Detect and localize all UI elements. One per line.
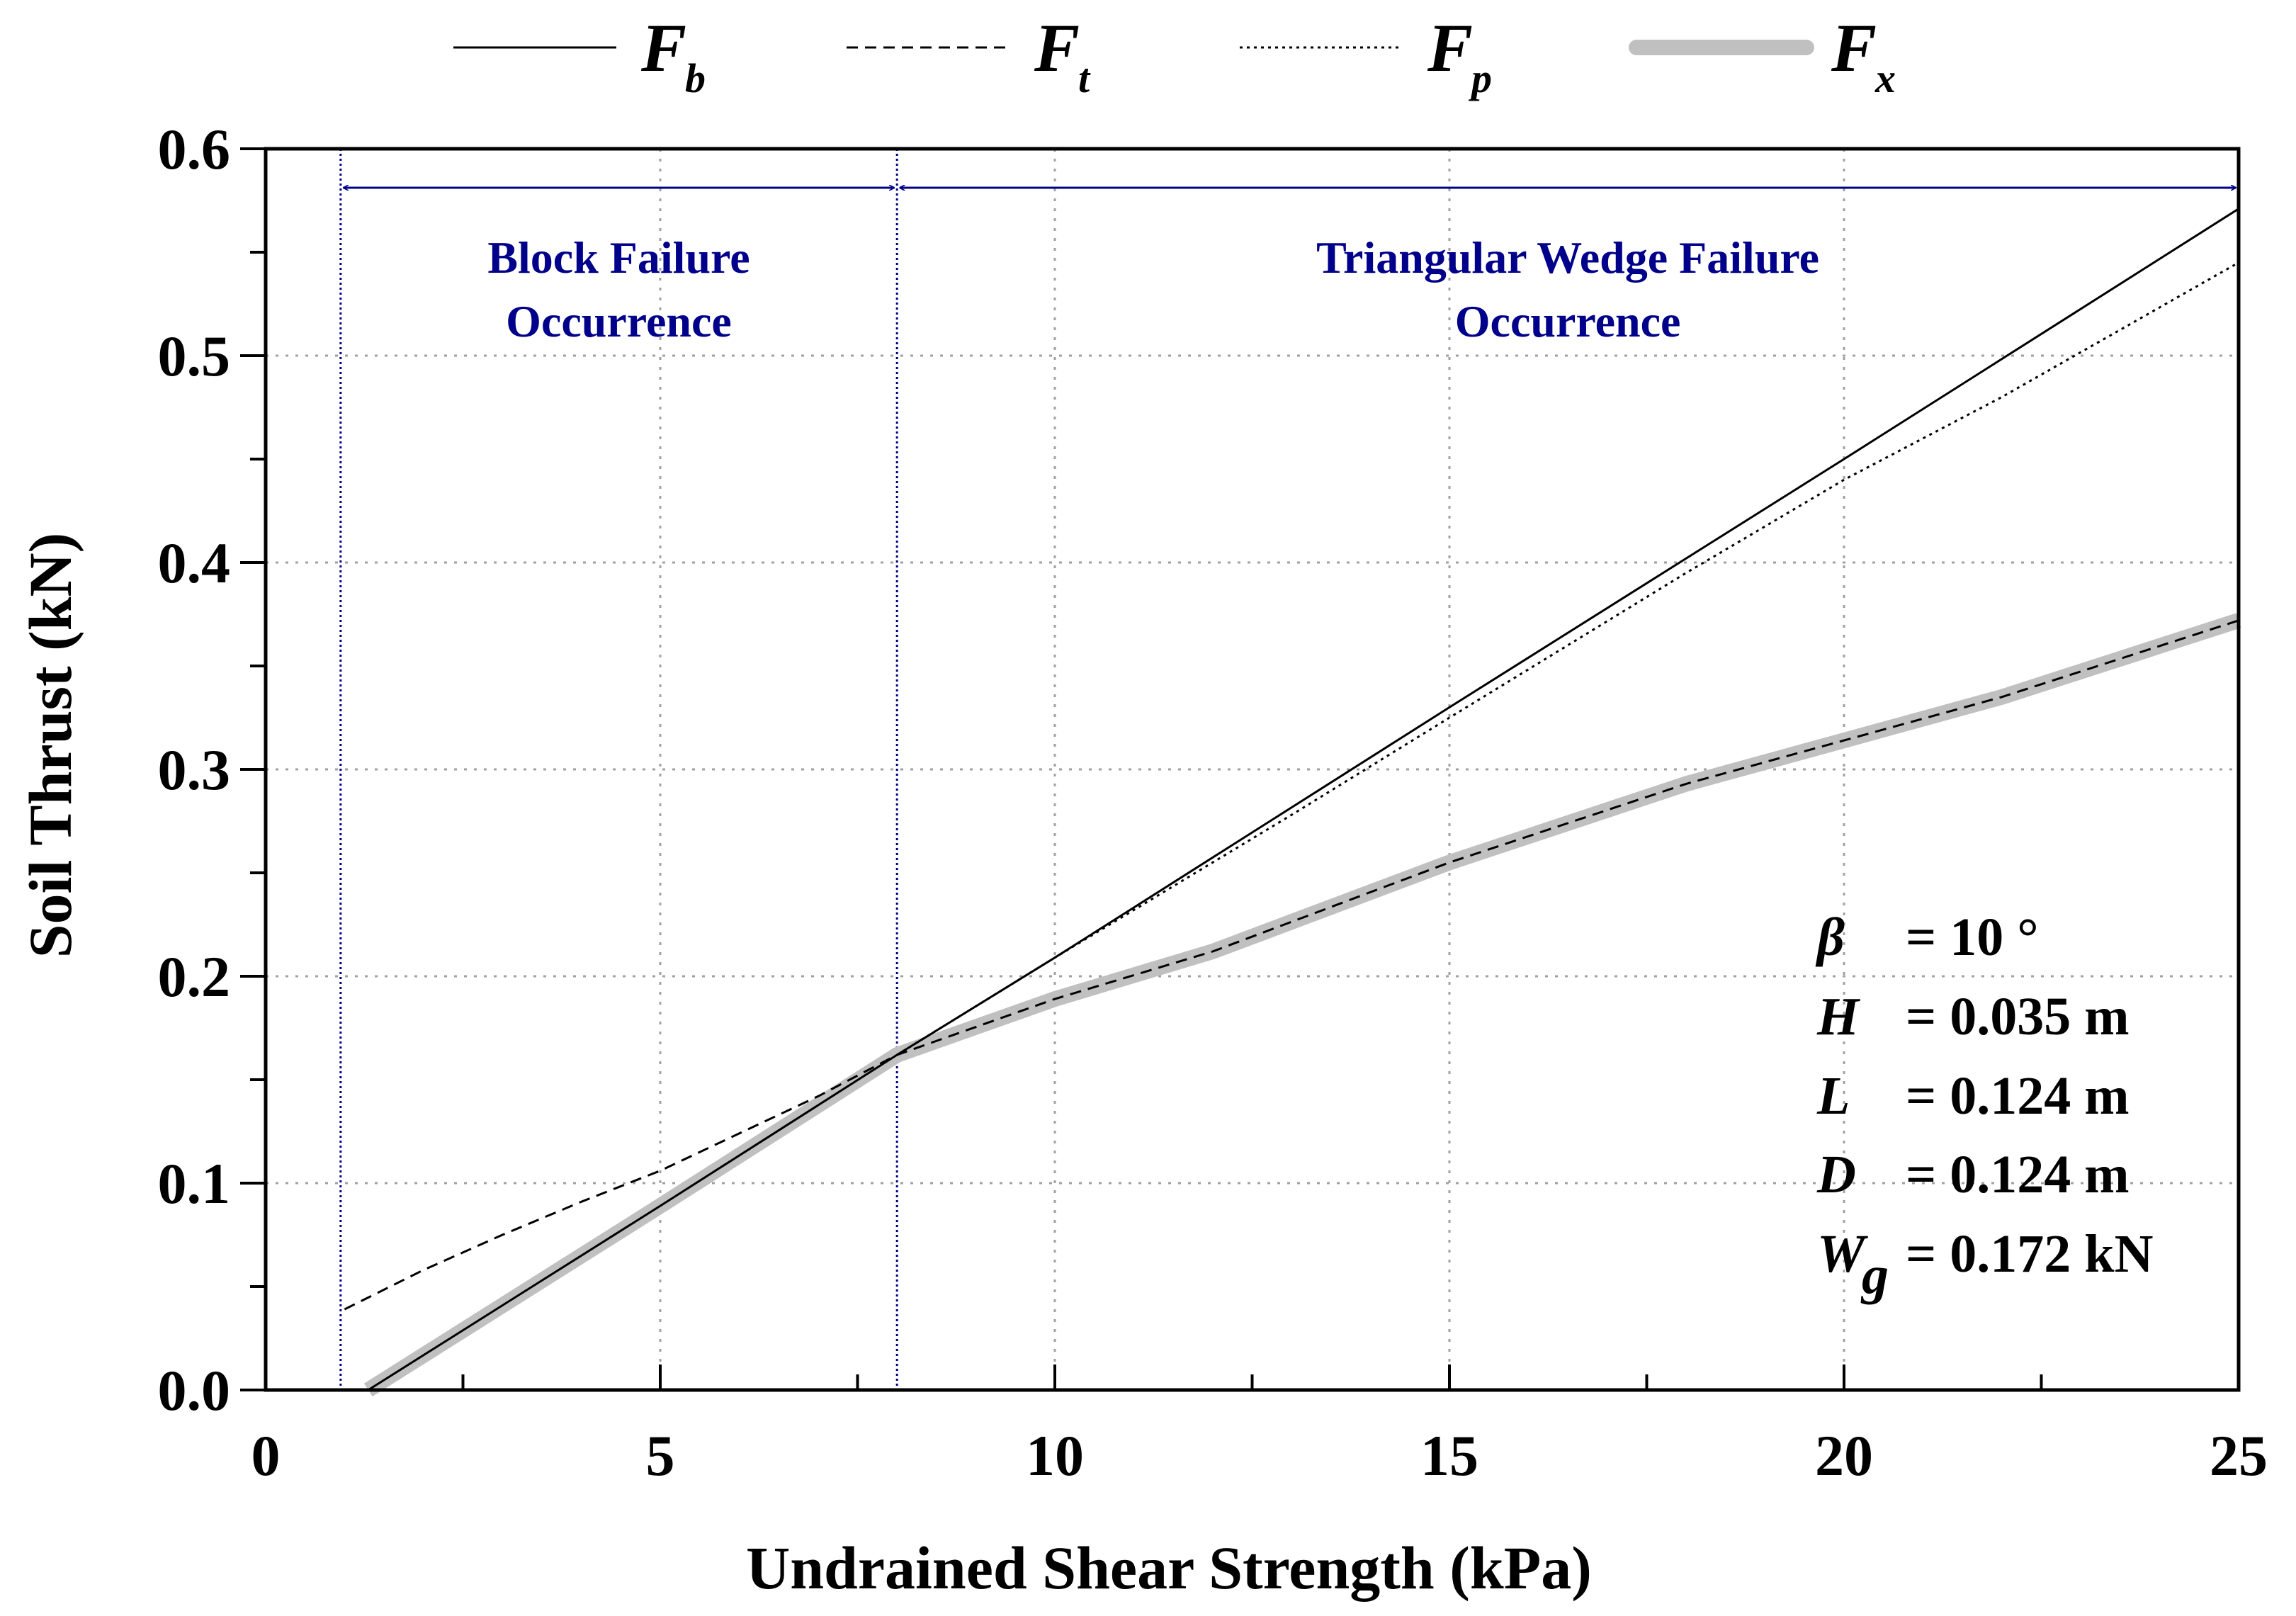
series-line-f-p: [896, 261, 2239, 1056]
legend-subscript: x: [1874, 55, 1896, 101]
parameter-subscript: g: [1860, 1245, 1889, 1305]
parameter-value: = 10 °: [1906, 908, 2039, 967]
legend: Fb Ft Fp Fx: [453, 10, 1896, 101]
grid: [266, 149, 2239, 1390]
series-line-f-b: [367, 208, 2239, 1391]
region-label: Triangular Wedge Failure: [1316, 232, 1819, 283]
legend-label-f-x: F: [1831, 10, 1877, 86]
legend-label-f-b: F: [640, 10, 686, 86]
parameter-value: = 0.124 m: [1906, 1066, 2130, 1126]
series-lines: [344, 208, 2241, 1397]
parameter-box: β = 10 ° H = 0.035 m L = 0.124 m D = 0.124 m Wg =…: [1815, 908, 2153, 1305]
y-tick-label: 0.5: [158, 324, 231, 388]
legend-subscript: b: [685, 55, 706, 101]
x-tick-label: 0: [251, 1423, 281, 1488]
parameter-value: = 0.035 m: [1906, 987, 2130, 1046]
legend-label-f-t: F: [1034, 10, 1080, 86]
parameter-symbol: H: [1816, 987, 1861, 1046]
failure-regions: Block Failure Occurrence Triangular Wedge …: [339, 149, 2236, 1390]
region-label: Block Failure: [487, 232, 750, 283]
legend-subscript: t: [1078, 55, 1091, 101]
parameter-symbol: L: [1816, 1066, 1850, 1126]
region-label: Occurrence: [506, 296, 732, 346]
y-tick-label: 0.6: [158, 117, 231, 181]
y-tick-label: 0.3: [158, 738, 231, 802]
x-tick-label: 10: [1026, 1423, 1084, 1488]
parameter-symbol: β: [1815, 908, 1845, 967]
y-tick-label: 0.1: [158, 1151, 231, 1216]
x-tick-label: 20: [1815, 1423, 1873, 1488]
legend-subscript: p: [1468, 55, 1492, 101]
x-axis-title: Undrained Shear Strength (kPa): [746, 1534, 1592, 1602]
parameter-symbol: W: [1817, 1224, 1869, 1284]
x-tick-label: 15: [1420, 1423, 1478, 1488]
x-tick-label: 25: [2210, 1423, 2268, 1488]
y-tick-label: 0.4: [158, 531, 231, 595]
region-label: Occurrence: [1455, 296, 1681, 346]
ticks: 0 5 10 15 20 25 0.0 0.1 0.2 0.3 0.4 0.5 0.6: [158, 117, 2268, 1488]
y-axis-title: Soil Thrust (kN): [16, 533, 84, 959]
parameter-value: = 0.124 m: [1906, 1145, 2130, 1204]
y-tick-label: 0.0: [158, 1358, 231, 1423]
x-tick-label: 5: [646, 1423, 675, 1488]
legend-label-f-p: F: [1427, 10, 1473, 86]
parameter-value: = 0.172 kN: [1906, 1224, 2153, 1284]
parameter-symbol: D: [1816, 1145, 1856, 1204]
y-tick-label: 0.2: [158, 944, 231, 1009]
